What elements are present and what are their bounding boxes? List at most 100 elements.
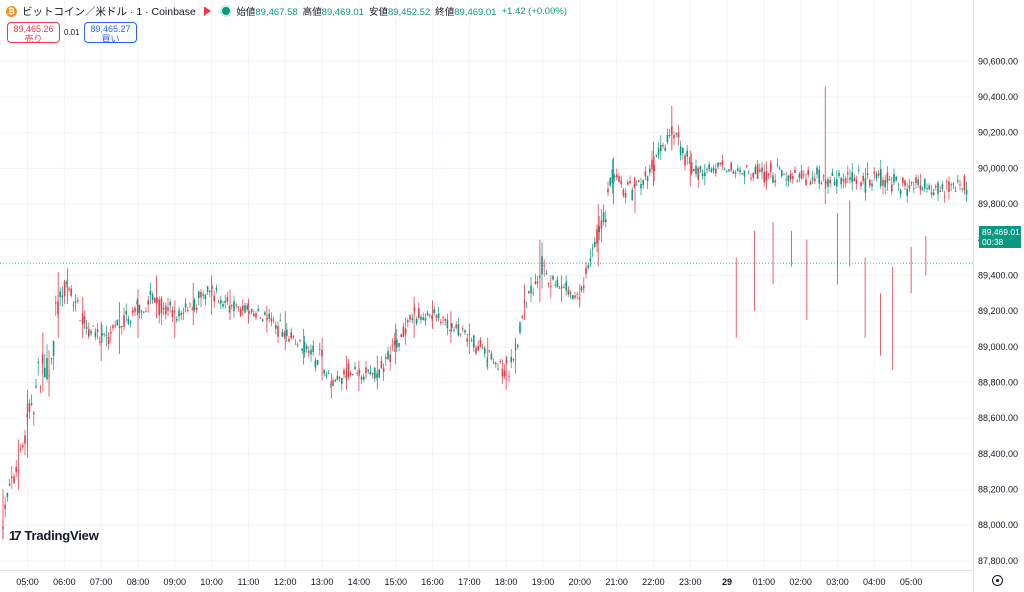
candle-body: [756, 164, 759, 179]
candle-body: [396, 339, 398, 348]
sell-button[interactable]: 89,465.26 売り: [7, 22, 60, 44]
bitcoin-icon[interactable]: ₿: [6, 5, 17, 17]
candle-body: [862, 175, 864, 181]
candle-body: [932, 192, 935, 196]
candle-body: [536, 281, 539, 284]
candle-body: [288, 338, 290, 342]
candle-body: [697, 167, 699, 180]
candle-body: [125, 311, 127, 315]
candle-body: [794, 169, 796, 173]
candle-body: [451, 323, 453, 328]
candle-body: [246, 305, 248, 310]
candle-body: [717, 162, 719, 167]
candle-body: [528, 291, 530, 293]
candle-body: [613, 175, 616, 178]
candle-body: [138, 304, 141, 313]
candle-body: [184, 303, 187, 308]
candle-body: [169, 301, 171, 306]
chart-header: ₿ ビットコイン／米ドル · 1 · Coinbase 始値89,467.58 …: [6, 4, 567, 18]
candle-body: [860, 182, 862, 187]
candle-body: [19, 449, 22, 450]
time-axis[interactable]: 05:00 06:00 07:00 08:00 09:00 10:00 11:00 12:00…: [16, 577, 922, 587]
price-tick-label: 89,800.00: [978, 199, 1018, 209]
buy-button[interactable]: 89,465.27 買い: [84, 22, 137, 44]
ohlc-low: 安値89,452.52: [368, 7, 431, 18]
time-tick-label: 17:00: [458, 577, 481, 587]
candle-body: [950, 184, 952, 186]
symbol-title[interactable]: ビットコイン／米ドル · 1 · Coinbase: [22, 5, 196, 18]
time-tick-label: 16:00: [421, 577, 444, 587]
candle-body: [899, 190, 902, 195]
candle-body: [508, 375, 510, 377]
candle-body: [532, 293, 534, 294]
candle-body: [96, 329, 99, 333]
candle-body: [165, 305, 167, 315]
candle-body: [250, 308, 253, 312]
candle-body: [638, 180, 640, 183]
flag-icon[interactable]: [203, 6, 215, 16]
candle-body: [897, 183, 900, 185]
time-tick-label: 20:00: [569, 577, 592, 587]
price-axis[interactable]: 87,800.00 88,000.00 88,200.00 88,400.00 88,6…: [978, 56, 1018, 566]
candle-body: [481, 347, 484, 349]
candle-body: [244, 304, 246, 313]
candle-body: [195, 307, 198, 310]
candle-body: [222, 304, 224, 307]
candle-body: [299, 340, 301, 342]
candle-body: [728, 169, 730, 172]
candle-body: [589, 258, 592, 262]
candle-body: [774, 180, 776, 183]
candle-body: [776, 164, 779, 166]
candle-body: [928, 185, 930, 190]
candle-body: [748, 171, 750, 173]
candle-body: [495, 362, 497, 365]
candle-body: [838, 172, 840, 176]
candle-body: [294, 343, 297, 345]
time-tick-label: 11:00: [238, 577, 260, 587]
buy-price: 89,465.27: [90, 24, 131, 34]
candle-body: [231, 305, 233, 307]
candle-body: [371, 372, 374, 375]
candle-body: [787, 175, 790, 182]
gear-icon[interactable]: [992, 575, 1003, 586]
candle-body: [919, 185, 922, 191]
candle-body: [778, 168, 781, 170]
candle-body: [618, 176, 620, 182]
candle-body: [635, 184, 638, 186]
time-tick-label: 23:00: [679, 577, 702, 587]
candle-body: [653, 165, 655, 172]
candle-body: [81, 320, 83, 323]
candle-body: [343, 370, 345, 375]
tradingview-logo[interactable]: 17 TradingView: [9, 528, 99, 543]
candle-body: [871, 183, 873, 187]
candle-body: [325, 374, 328, 376]
candle-body: [52, 340, 55, 356]
candle-body: [134, 307, 136, 312]
candle-body: [675, 133, 677, 135]
candle-body: [464, 330, 466, 333]
candle-body: [156, 297, 158, 303]
candle-body: [798, 174, 801, 178]
candle-body: [24, 435, 26, 444]
candle-body: [446, 319, 449, 329]
candle-body: [149, 290, 152, 295]
candle-body: [543, 265, 545, 266]
candle-body: [684, 155, 686, 166]
candle-body: [382, 367, 385, 373]
candle-body: [290, 332, 292, 339]
candle-body: [455, 324, 457, 328]
candle-body: [448, 330, 451, 332]
candle-body: [228, 306, 231, 313]
candle-body: [849, 177, 851, 181]
candle-body: [473, 335, 475, 348]
candle-body: [875, 174, 878, 179]
candle-body: [616, 174, 618, 178]
candle-body: [435, 315, 438, 318]
market-status-icon[interactable]: [222, 7, 231, 15]
candle-body: [600, 220, 603, 229]
candle-body: [492, 362, 495, 364]
candle-body: [200, 292, 202, 298]
candle-body: [631, 189, 633, 200]
candle-body: [910, 181, 913, 184]
